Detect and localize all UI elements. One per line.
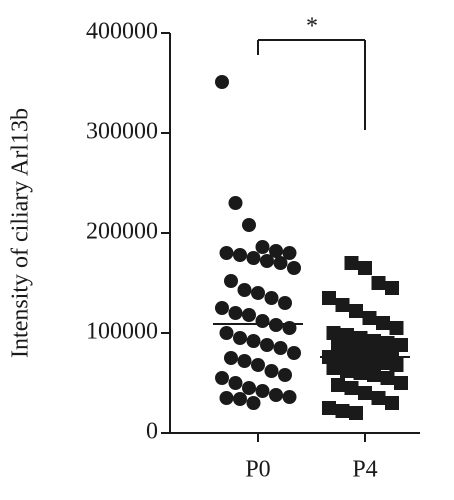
point (389, 358, 404, 372)
point (344, 256, 359, 270)
point (242, 308, 256, 322)
point (251, 286, 265, 300)
point (287, 346, 301, 360)
point (278, 296, 292, 310)
point (326, 361, 341, 375)
point (349, 304, 363, 318)
point (246, 334, 261, 348)
point (224, 274, 238, 288)
point (255, 314, 270, 328)
point (344, 381, 359, 395)
point (242, 381, 256, 395)
point (287, 261, 301, 275)
point (219, 326, 234, 340)
point (371, 276, 386, 290)
point (233, 248, 247, 262)
point (282, 246, 297, 260)
x-tick-label: P0 (245, 457, 270, 483)
point (255, 384, 270, 398)
point (340, 364, 354, 378)
y-tick-label: 300000 (86, 119, 158, 145)
y-tick-label: 200000 (86, 219, 158, 245)
point (358, 386, 372, 400)
point (237, 283, 252, 297)
point (224, 351, 238, 365)
y-tick-label: 0 (146, 419, 158, 445)
point (260, 254, 274, 268)
point (264, 364, 279, 378)
point (242, 218, 256, 232)
point (233, 331, 247, 345)
point (326, 326, 341, 340)
point (228, 196, 243, 210)
point (282, 390, 297, 404)
point (228, 306, 243, 320)
significance-star: * (306, 14, 318, 40)
point (246, 396, 261, 410)
point (246, 251, 261, 265)
point (349, 352, 363, 366)
point (371, 391, 386, 405)
point (255, 240, 270, 254)
point (273, 256, 288, 270)
point (215, 75, 229, 89)
point (367, 368, 381, 382)
point (260, 338, 274, 352)
point (340, 328, 354, 342)
point (228, 376, 243, 390)
point (335, 404, 350, 418)
x-tick-label: P4 (352, 457, 377, 483)
point (269, 388, 283, 402)
point (215, 301, 229, 315)
point (322, 291, 336, 305)
y-tick-label: 100000 (86, 319, 158, 345)
point (331, 378, 345, 392)
point (219, 246, 234, 260)
point (380, 371, 395, 385)
y-tick-label: 400000 (86, 19, 158, 45)
point (273, 341, 288, 355)
point (219, 391, 234, 405)
point (335, 298, 350, 312)
point (322, 401, 336, 415)
point (233, 392, 247, 406)
point (362, 311, 377, 325)
point (385, 281, 399, 295)
point (349, 406, 363, 420)
point (237, 354, 252, 368)
point (376, 356, 390, 370)
point (251, 358, 265, 372)
point (394, 376, 408, 390)
point (269, 244, 283, 258)
point (358, 261, 372, 275)
point (353, 366, 368, 380)
point (389, 321, 404, 335)
point (278, 368, 292, 382)
point (376, 316, 390, 330)
point (215, 371, 229, 385)
point (264, 291, 279, 305)
point (385, 396, 399, 410)
y-axis-label: Intensity of ciliary Arl13b (8, 108, 34, 358)
